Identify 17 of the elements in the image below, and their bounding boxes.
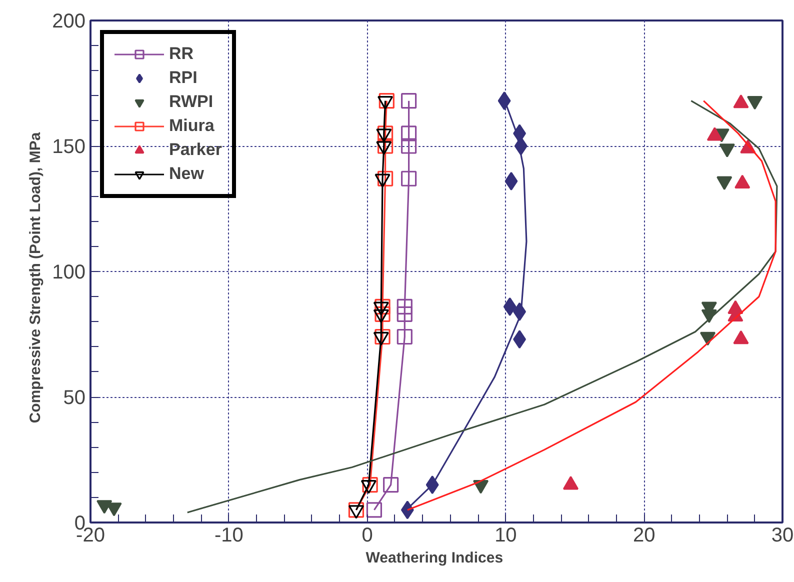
x-tick-label: -10 — [214, 524, 244, 546]
x-tick-label: 10 — [494, 524, 517, 546]
x-tick-label: 20 — [632, 524, 656, 546]
x-tick-label: 30 — [771, 524, 794, 546]
y-tick-label: 100 — [52, 262, 86, 284]
y-tick-label: 150 — [52, 136, 86, 158]
y-tick-label: 200 — [52, 10, 86, 32]
legend-label: RPI — [169, 68, 198, 88]
x-axis-title: Weathering Indices — [366, 550, 504, 566]
legend-label: Parker — [169, 140, 222, 160]
x-tick-label: 0 — [362, 524, 373, 546]
legend-label: RR — [169, 44, 194, 64]
y-tick-label: 50 — [63, 387, 86, 409]
y-axis-title: Compressive Strength (Point Load), MPa — [27, 132, 44, 424]
legend-label: New — [169, 164, 204, 184]
legend-label: Miura — [169, 116, 214, 136]
legend-label: RWPI — [169, 92, 214, 112]
